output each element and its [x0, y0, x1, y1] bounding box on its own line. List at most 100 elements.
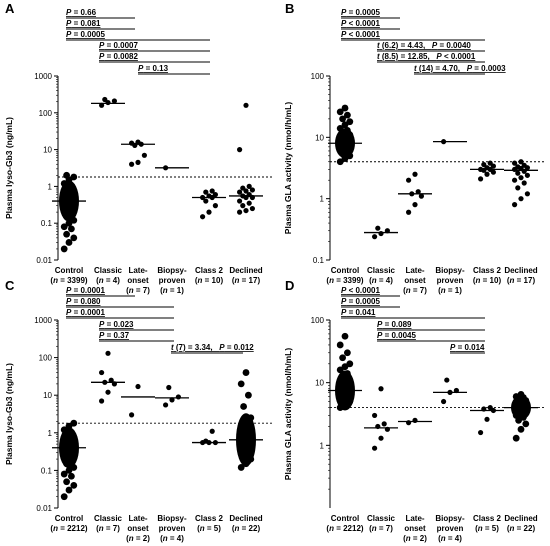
- significance-label: P = 0.0045: [377, 331, 416, 340]
- category-label: (n = 4): [160, 534, 184, 543]
- data-point: [372, 234, 378, 240]
- category-label: Classic: [367, 266, 396, 275]
- panel-letter: B: [285, 1, 294, 16]
- significance-label: P = 0.080: [66, 297, 101, 306]
- category-label: (n = 4): [369, 276, 393, 285]
- data-point: [515, 185, 521, 191]
- data-point: [240, 203, 246, 209]
- panel-b: B 0.1 1 10 100 Plasma GLA activity (nmol/h/mL…: [283, 1, 545, 295]
- y-tick-label: 0.01: [36, 504, 52, 513]
- category-label: Class 2: [473, 514, 502, 523]
- data-point: [237, 380, 245, 388]
- data-point: [65, 239, 73, 246]
- data-point: [415, 189, 421, 195]
- data-point: [521, 180, 527, 186]
- data-point: [511, 177, 518, 183]
- y-tick-label: 0.1: [41, 219, 53, 228]
- data-point: [478, 176, 484, 182]
- data-point: [203, 189, 209, 195]
- category-label: (n = 7): [96, 524, 120, 533]
- data-point: [129, 140, 135, 146]
- data-point: [206, 209, 212, 215]
- data-point: [336, 158, 344, 166]
- category-label: Classic: [94, 514, 123, 523]
- data-point: [444, 377, 450, 383]
- significance-label: P = 0.13: [138, 64, 169, 73]
- data-point: [341, 121, 349, 129]
- data-point: [169, 397, 175, 403]
- data-point: [70, 419, 78, 427]
- data-point: [243, 102, 249, 108]
- category-label: Late-: [405, 514, 424, 523]
- panel-d: D 1 10 100 Plasma GLA activity (nmol/h/mL) Co…: [283, 278, 545, 543]
- data-point: [245, 391, 252, 399]
- significance-label: P < 0.0001: [341, 30, 380, 39]
- category-label: (n = 7): [369, 524, 393, 533]
- data-point: [381, 421, 387, 427]
- significance-label: P < 0.0001: [341, 286, 380, 295]
- data-point: [336, 108, 344, 116]
- data-point: [372, 412, 378, 419]
- data-point: [63, 171, 70, 179]
- category-label: (n = 2212): [50, 524, 87, 533]
- category-label: onset: [404, 524, 426, 533]
- data-point: [102, 96, 108, 103]
- data-point: [237, 209, 243, 215]
- data-point: [240, 185, 246, 191]
- significance-label: P = 0.089: [377, 320, 412, 329]
- data-point: [478, 429, 484, 436]
- y-tick-label: 10: [315, 133, 324, 142]
- category-label: onset: [404, 276, 426, 285]
- y-tick-label: 1: [48, 182, 53, 191]
- y-tick-label: 1: [48, 429, 53, 438]
- data-point: [129, 412, 135, 418]
- panel-c: C 0.01 0.1 1 10 100 1000 Plasma lyso-Gb3 (ng/mL…: [4, 278, 273, 543]
- data-point: [237, 189, 243, 195]
- data-point: [141, 152, 147, 158]
- data-point: [378, 230, 384, 237]
- data-point: [166, 384, 172, 391]
- significance-label: P < 0.0001: [341, 19, 380, 28]
- data-point: [237, 198, 243, 204]
- category-label: (n = 5): [475, 524, 499, 533]
- y-tick-label: 100: [311, 72, 325, 81]
- category-label: proven: [159, 524, 186, 533]
- category-label: (n = 17): [232, 276, 261, 285]
- data-point: [341, 104, 349, 112]
- data-point: [372, 445, 378, 451]
- category-label: onset: [127, 276, 149, 285]
- data-point: [68, 225, 75, 233]
- data-point: [249, 187, 255, 193]
- data-point: [60, 223, 68, 231]
- y-tick-label: 10: [315, 379, 324, 388]
- data-point: [344, 349, 351, 357]
- category-label: (n = 17): [507, 276, 536, 285]
- data-point: [375, 225, 381, 231]
- data-point: [406, 177, 412, 183]
- data-point: [418, 193, 424, 199]
- data-point: [412, 171, 418, 177]
- category-label: Late-: [128, 266, 147, 275]
- y-axis-label: Plasma GLA activity (nmol/h/mL): [283, 348, 293, 481]
- data-point: [60, 470, 68, 478]
- category-label: (n = 2): [403, 534, 427, 543]
- data-point: [203, 198, 209, 204]
- category-label: Declined: [504, 266, 537, 275]
- data-point: [406, 420, 412, 426]
- data-point: [129, 161, 135, 167]
- category-label: Class 2: [195, 266, 224, 275]
- category-label: (n = 2): [126, 534, 150, 543]
- significance-label: P = 0.023: [99, 320, 134, 329]
- significance-label: P = 0.66: [66, 8, 97, 17]
- data-point: [336, 341, 344, 349]
- data-point: [68, 472, 75, 480]
- data-point: [346, 360, 354, 368]
- data-point: [515, 164, 521, 170]
- y-tick-label: 100: [39, 354, 53, 363]
- data-point: [237, 464, 245, 471]
- category-label: (n = 3399): [326, 276, 363, 285]
- panel-a: A 0.01 0.1 1 10 100 1000 Plasma lyso-Gb3 (ng/mL…: [4, 1, 273, 295]
- category-label: proven: [437, 524, 464, 533]
- category-label: (n = 5): [197, 524, 221, 533]
- data-point: [212, 203, 218, 209]
